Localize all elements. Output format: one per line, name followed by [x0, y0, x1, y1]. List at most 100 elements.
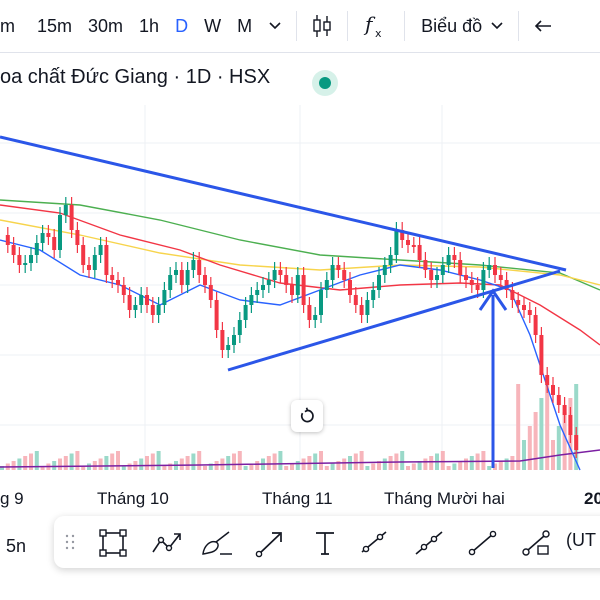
interval-30m[interactable]: 30m: [88, 15, 124, 36]
volume-bar: [29, 453, 33, 470]
candle-body: [104, 245, 109, 275]
volume-bar: [255, 461, 260, 470]
volume-bar: [278, 451, 283, 470]
candle-body: [34, 243, 39, 255]
interval-1d[interactable]: D: [175, 15, 189, 36]
toolbar-divider: [347, 11, 349, 41]
chart-type-chevron-icon[interactable]: [488, 6, 512, 46]
candle-body: [446, 255, 451, 265]
candle-body: [278, 270, 283, 275]
volume-bar: [382, 458, 387, 470]
drag-handle-icon[interactable]: [64, 534, 76, 550]
candle-body: [11, 245, 16, 255]
volume-bar: [429, 456, 434, 470]
candle-body: [458, 260, 463, 275]
time-axis-label: 20: [584, 489, 600, 508]
candle-body: [406, 240, 410, 245]
range-5d-button[interactable]: 5n: [6, 536, 27, 556]
volume-bar: [516, 384, 521, 470]
svg-text:x: x: [375, 27, 382, 40]
ruler-tool-icon[interactable]: [520, 526, 554, 560]
volume-bar: [498, 461, 503, 470]
interval-15m[interactable]: 15m: [37, 15, 73, 36]
volume-bar: [203, 466, 207, 470]
volume-bar: [562, 412, 567, 470]
parallel-channel-tool-icon[interactable]: [358, 526, 392, 560]
chart-type-label[interactable]: Biểu đồ: [421, 15, 483, 36]
volume-bar: [63, 456, 68, 470]
volume-bar: [290, 463, 294, 470]
rectangle-tool-icon[interactable]: [96, 526, 130, 560]
candle-body: [522, 305, 526, 310]
candle-body: [295, 275, 300, 295]
ma-slow-line: [0, 199, 600, 291]
candle-body: [568, 415, 573, 435]
ma-mid-line: [0, 204, 600, 346]
brush-tool-icon[interactable]: [200, 526, 234, 560]
symbol-legend[interactable]: oa chất Đức Giang · 1D · HSX: [0, 66, 271, 88]
candle-body: [475, 285, 480, 290]
volume-bar: [527, 426, 532, 470]
path-tool-icon[interactable]: [150, 526, 184, 560]
reset-chart-button[interactable]: [291, 400, 323, 432]
volume-bar: [411, 463, 416, 470]
trend-line-tool-icon[interactable]: [466, 526, 500, 560]
volume-bar: [272, 453, 277, 470]
candle-body: [139, 295, 144, 305]
volume-bar: [52, 461, 57, 470]
volume-bar: [469, 456, 474, 470]
candle-body: [40, 233, 45, 243]
volume-bar: [58, 458, 62, 470]
volume-bar: [522, 440, 526, 470]
ray-tool-icon[interactable]: [412, 526, 446, 560]
candles-icon[interactable]: [303, 6, 341, 46]
volume-bar: [324, 466, 329, 470]
candle-body: [365, 300, 370, 315]
candle-body: [110, 275, 115, 280]
volume-bar: [533, 412, 538, 470]
volume-bar: [539, 398, 544, 470]
toolbar-divider: [296, 11, 298, 41]
indicators-fx-icon[interactable]: f x: [354, 6, 398, 46]
interval-dropdown-chevron-icon[interactable]: [260, 6, 290, 46]
time-axis-label: Tháng 10: [97, 489, 169, 508]
volume-bar: [0, 466, 4, 470]
arrow-tool-icon[interactable]: [254, 526, 288, 560]
back-arrow-icon[interactable]: [525, 6, 561, 46]
candle-body: [243, 305, 248, 320]
volume-bar: [359, 451, 364, 470]
timezone-label[interactable]: (UT: [566, 530, 596, 550]
interval-1m[interactable]: m: [0, 15, 15, 36]
candle-body: [551, 385, 555, 395]
toolbar-divider: [404, 11, 406, 41]
interval-1h[interactable]: 1h: [139, 15, 160, 36]
volume-bar: [11, 461, 16, 470]
candle-body: [574, 435, 579, 450]
candle-body: [301, 275, 306, 305]
volume-bar: [34, 451, 39, 470]
volume-bar: [168, 463, 173, 470]
volume-bar: [104, 456, 109, 470]
candle-body: [69, 205, 74, 230]
text-tool-icon[interactable]: [308, 526, 342, 560]
candle-body: [5, 235, 10, 245]
candle-body: [313, 315, 318, 320]
volume-bar: [446, 466, 451, 470]
candle-body: [63, 205, 68, 215]
volume-bar: [493, 463, 497, 470]
volume-bar: [145, 456, 149, 470]
volume-bar: [110, 453, 115, 470]
volume-bar: [452, 463, 457, 470]
volume-bar: [243, 466, 248, 470]
candle-body: [75, 230, 80, 245]
interval-1mo[interactable]: M: [237, 15, 253, 36]
candle-body: [168, 275, 173, 290]
volume-bar: [545, 384, 550, 470]
candle-body: [232, 335, 236, 345]
candle-body: [116, 280, 120, 285]
candle-body: [145, 295, 149, 305]
candle-body: [226, 345, 231, 350]
interval-1w[interactable]: W: [204, 15, 222, 36]
volume-bar: [185, 456, 190, 470]
volume-bar: [406, 466, 410, 470]
